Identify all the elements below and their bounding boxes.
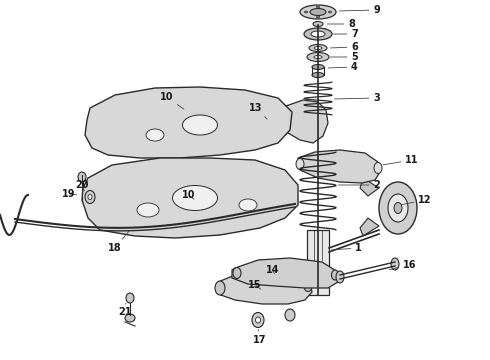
Text: 5: 5: [330, 52, 358, 62]
Ellipse shape: [311, 31, 325, 37]
Ellipse shape: [273, 114, 283, 128]
Ellipse shape: [125, 314, 135, 322]
Ellipse shape: [233, 267, 241, 279]
Polygon shape: [216, 272, 312, 304]
Text: 9: 9: [340, 5, 380, 15]
Ellipse shape: [317, 16, 319, 18]
Ellipse shape: [78, 172, 86, 182]
Ellipse shape: [304, 280, 312, 292]
Polygon shape: [298, 150, 380, 183]
Ellipse shape: [172, 185, 218, 211]
Ellipse shape: [304, 11, 308, 13]
Text: 15: 15: [248, 280, 262, 290]
Polygon shape: [85, 87, 292, 158]
Text: 13: 13: [249, 103, 267, 119]
Ellipse shape: [300, 5, 336, 19]
Polygon shape: [82, 158, 298, 238]
Ellipse shape: [313, 22, 323, 27]
Polygon shape: [278, 100, 328, 143]
Ellipse shape: [285, 309, 295, 321]
Ellipse shape: [146, 129, 164, 141]
Ellipse shape: [255, 317, 261, 323]
Ellipse shape: [332, 270, 339, 280]
Ellipse shape: [304, 28, 332, 40]
Ellipse shape: [379, 182, 417, 234]
Ellipse shape: [126, 293, 134, 303]
Ellipse shape: [85, 190, 95, 203]
Ellipse shape: [310, 9, 326, 15]
Text: 6: 6: [330, 42, 358, 52]
Ellipse shape: [374, 162, 382, 174]
Ellipse shape: [88, 194, 92, 199]
Ellipse shape: [391, 258, 399, 270]
Text: 11: 11: [383, 155, 418, 165]
Text: 12: 12: [401, 195, 432, 205]
Text: 1: 1: [331, 243, 362, 253]
Ellipse shape: [312, 72, 324, 77]
Ellipse shape: [314, 46, 322, 50]
Text: 2: 2: [339, 180, 380, 190]
Ellipse shape: [296, 158, 304, 170]
Text: 8: 8: [327, 19, 355, 29]
Text: 7: 7: [333, 29, 358, 39]
Text: 19: 19: [62, 189, 76, 199]
Ellipse shape: [309, 45, 327, 51]
Text: 10: 10: [182, 190, 196, 200]
Text: 20: 20: [75, 180, 89, 191]
Ellipse shape: [388, 194, 408, 222]
Text: 3: 3: [334, 93, 380, 103]
Polygon shape: [360, 178, 379, 196]
Text: 16: 16: [390, 260, 416, 270]
Ellipse shape: [312, 64, 324, 69]
Ellipse shape: [314, 55, 322, 59]
Ellipse shape: [215, 281, 225, 295]
Text: 18: 18: [108, 231, 129, 253]
Text: 21: 21: [118, 303, 131, 317]
Ellipse shape: [336, 271, 344, 283]
Ellipse shape: [182, 115, 218, 135]
Ellipse shape: [394, 202, 402, 213]
Text: 4: 4: [328, 62, 358, 72]
Polygon shape: [232, 258, 338, 288]
Ellipse shape: [328, 11, 332, 13]
Ellipse shape: [239, 199, 257, 211]
Ellipse shape: [307, 53, 329, 62]
Text: 17: 17: [253, 329, 267, 345]
Text: 10: 10: [160, 92, 184, 109]
Ellipse shape: [252, 312, 264, 328]
Text: 14: 14: [266, 265, 279, 275]
Ellipse shape: [276, 118, 280, 124]
Ellipse shape: [137, 203, 159, 217]
Polygon shape: [307, 230, 329, 295]
Polygon shape: [360, 218, 379, 236]
Ellipse shape: [317, 6, 319, 8]
